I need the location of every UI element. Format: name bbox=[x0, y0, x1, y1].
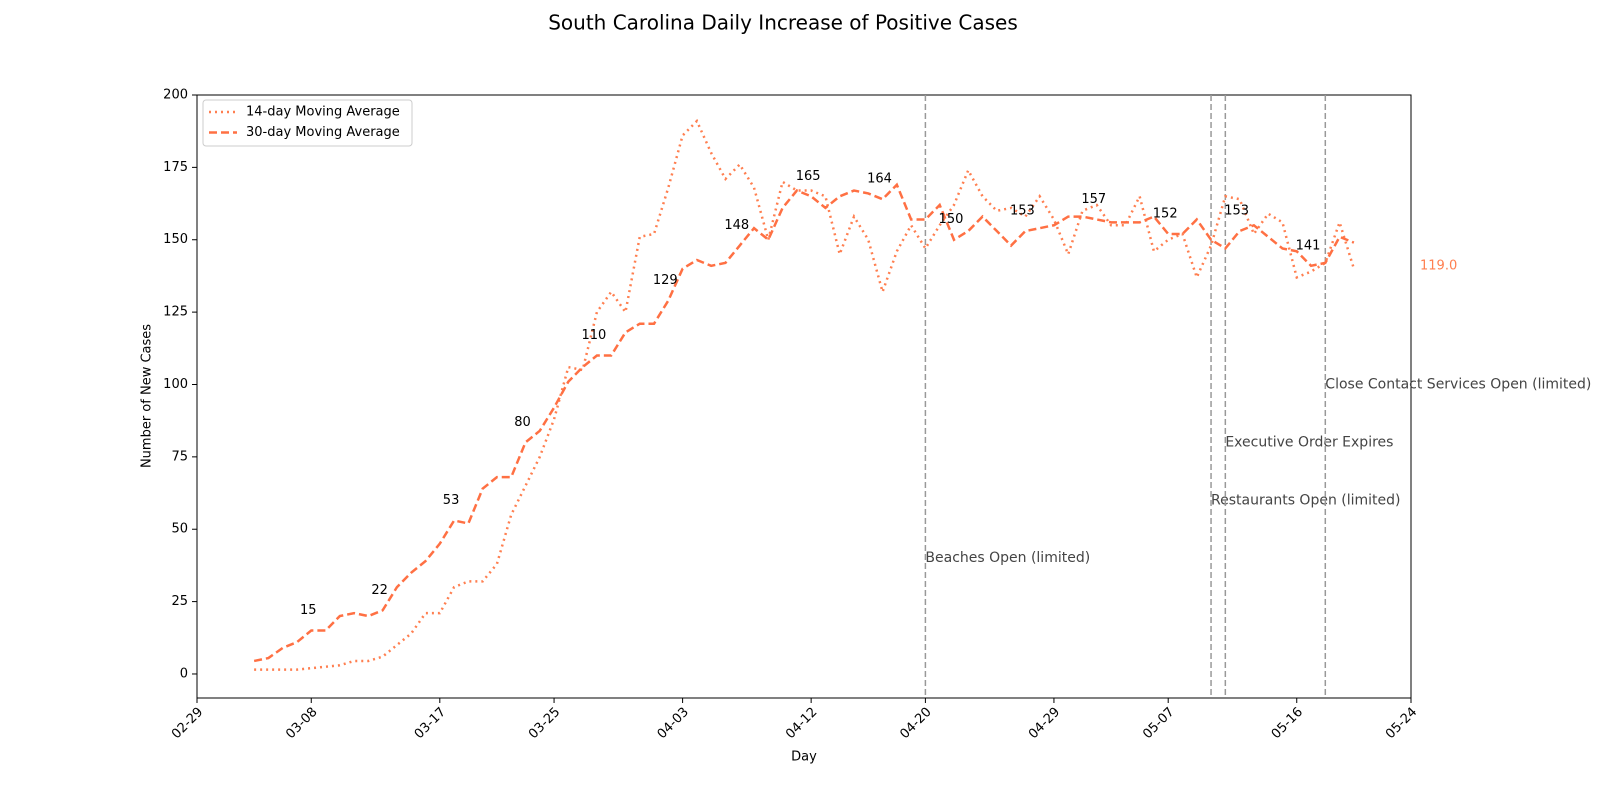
x-tick-label: 05-16 bbox=[1269, 705, 1306, 742]
value-label: 22 bbox=[371, 583, 388, 598]
x-tick-label: 05-07 bbox=[1140, 705, 1177, 742]
event-label: Beaches Open (limited) bbox=[925, 550, 1090, 566]
event-label: Restaurants Open (limited) bbox=[1211, 492, 1400, 508]
x-tick-label: 03-08 bbox=[283, 705, 320, 742]
value-label: 150 bbox=[939, 212, 964, 227]
x-tick-label: 04-29 bbox=[1026, 705, 1063, 742]
value-label: 152 bbox=[1153, 206, 1178, 221]
x-tick-label: 05-24 bbox=[1383, 705, 1420, 742]
x-tick-label: 03-17 bbox=[412, 705, 449, 742]
value-label: 80 bbox=[514, 415, 531, 430]
y-tick-label: 125 bbox=[163, 305, 188, 320]
series-line bbox=[254, 118, 1356, 671]
x-tick-label: 04-03 bbox=[655, 705, 692, 742]
x-tick-label: 02-29 bbox=[169, 705, 206, 742]
y-tick-label: 200 bbox=[163, 88, 188, 103]
event-label: Executive Order Expires bbox=[1225, 434, 1393, 450]
y-tick-label: 150 bbox=[163, 232, 188, 247]
y-tick-label: 50 bbox=[171, 522, 188, 537]
y-tick-label: 0 bbox=[180, 666, 188, 681]
value-label: 129 bbox=[653, 273, 678, 288]
value-label: 165 bbox=[796, 169, 821, 184]
legend-box bbox=[202, 99, 413, 147]
value-label: 153 bbox=[1224, 204, 1249, 219]
value-label: 148 bbox=[724, 218, 749, 233]
x-tick-label: 04-12 bbox=[783, 705, 820, 742]
value-label: 141 bbox=[1296, 238, 1321, 253]
x-axis-label: Day bbox=[791, 750, 817, 765]
value-label: 15 bbox=[300, 603, 317, 618]
y-tick-label: 175 bbox=[163, 160, 188, 175]
y-tick-label: 25 bbox=[171, 594, 188, 609]
legend-label: 14-day Moving Average bbox=[246, 105, 400, 120]
event-label: Close Contact Services Open (limited) bbox=[1325, 376, 1591, 392]
x-tick-label: 03-25 bbox=[526, 705, 563, 742]
value-label: 157 bbox=[1081, 192, 1106, 207]
plot-frame bbox=[196, 94, 1412, 699]
y-tick-label: 75 bbox=[171, 449, 188, 464]
chart-title: South Carolina Daily Increase of Positiv… bbox=[548, 11, 1018, 35]
legend-label: 30-day Moving Average bbox=[246, 125, 400, 140]
y-tick-label: 100 bbox=[163, 377, 188, 392]
value-label: 53 bbox=[443, 493, 460, 508]
value-label: 153 bbox=[1010, 204, 1035, 219]
series-line bbox=[253, 182, 1355, 663]
side-note: 119.0 bbox=[1420, 258, 1457, 273]
y-axis-label: Number of New Cases bbox=[140, 324, 155, 468]
x-tick-label: 04-20 bbox=[897, 705, 934, 742]
value-label: 110 bbox=[581, 328, 606, 343]
value-label: 164 bbox=[867, 172, 892, 187]
